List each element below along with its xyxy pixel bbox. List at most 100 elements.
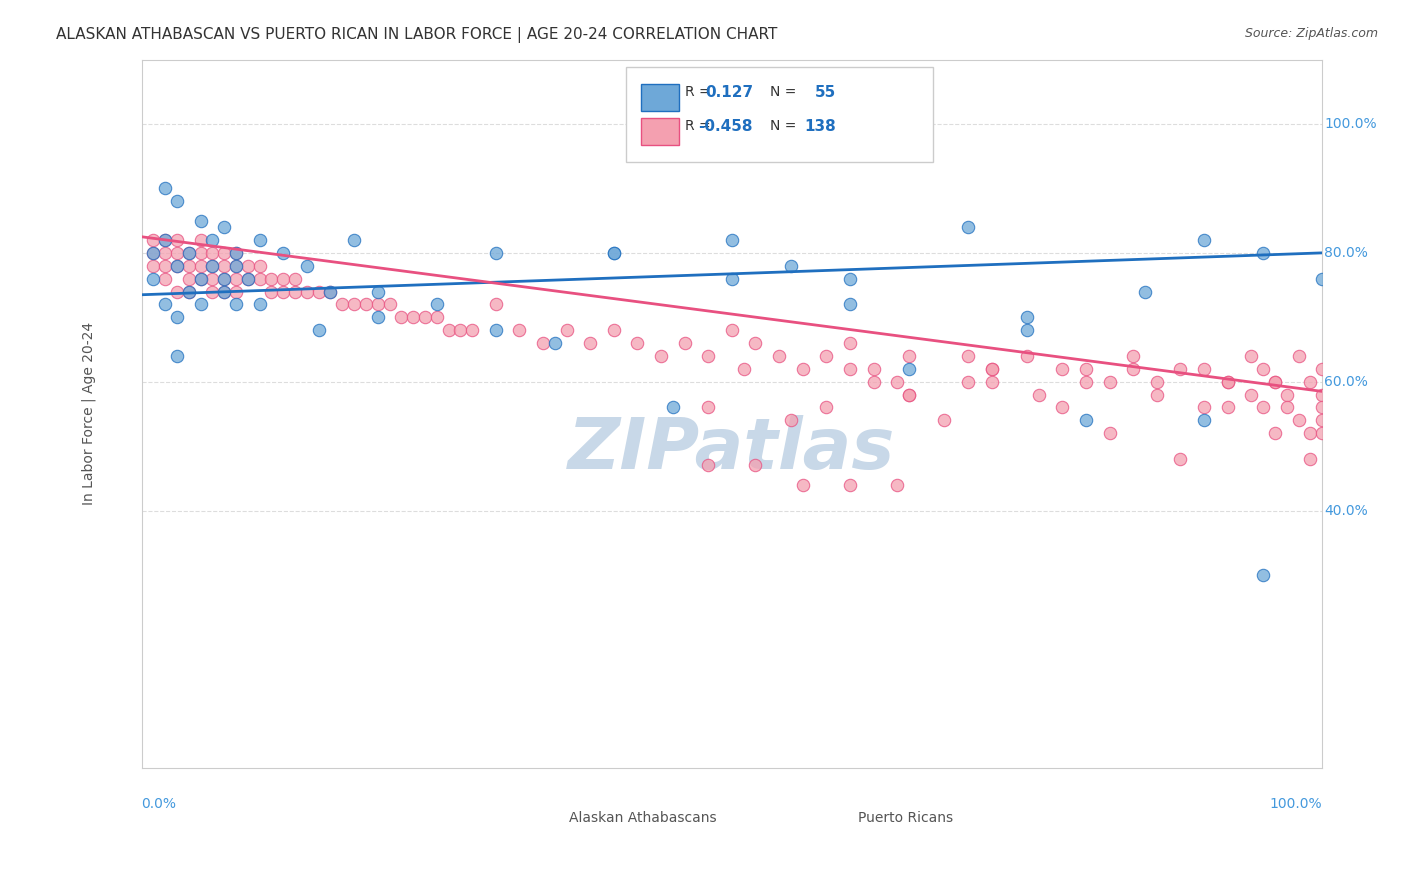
Point: [815, 401, 838, 415]
Point: [1133, 285, 1156, 299]
Point: [485, 297, 508, 311]
Point: [201, 271, 224, 285]
Point: [662, 401, 685, 415]
Point: [142, 271, 165, 285]
Point: [190, 245, 212, 260]
Point: [201, 285, 224, 299]
Point: [212, 271, 235, 285]
Point: [485, 323, 508, 337]
Point: [166, 233, 188, 247]
Point: [508, 323, 530, 337]
Point: [1275, 387, 1298, 401]
Point: [1264, 375, 1286, 389]
Point: [1310, 271, 1333, 285]
Point: [1098, 375, 1121, 389]
Point: [142, 259, 165, 273]
Point: [449, 323, 471, 337]
FancyBboxPatch shape: [527, 802, 565, 824]
Point: [249, 297, 271, 311]
Point: [1264, 426, 1286, 441]
Point: [721, 271, 744, 285]
FancyBboxPatch shape: [817, 802, 855, 824]
Point: [1310, 413, 1333, 427]
Point: [201, 259, 224, 273]
Point: [838, 361, 860, 376]
Point: [190, 233, 212, 247]
Point: [190, 271, 212, 285]
Point: [354, 297, 377, 311]
Point: [485, 245, 508, 260]
Point: [225, 245, 247, 260]
Point: [780, 413, 803, 427]
Point: [1240, 349, 1263, 363]
Point: [744, 336, 766, 351]
Point: [1299, 426, 1322, 441]
Point: [190, 271, 212, 285]
Point: [733, 361, 755, 376]
Point: [721, 233, 744, 247]
Point: [603, 245, 626, 260]
Point: [308, 323, 330, 337]
Point: [153, 181, 176, 195]
Point: [838, 297, 860, 311]
Text: 0.0%: 0.0%: [142, 797, 177, 811]
Point: [1288, 349, 1310, 363]
Point: [343, 233, 366, 247]
Point: [153, 233, 176, 247]
Point: [838, 477, 860, 491]
Point: [212, 245, 235, 260]
Point: [284, 271, 307, 285]
Point: [897, 349, 920, 363]
Point: [1299, 452, 1322, 467]
Text: R =: R =: [685, 120, 710, 133]
Point: [886, 375, 908, 389]
Point: [201, 233, 224, 247]
Point: [1052, 361, 1074, 376]
Point: [544, 336, 567, 351]
Point: [721, 323, 744, 337]
Point: [1170, 361, 1192, 376]
Point: [284, 285, 307, 299]
Text: -0.458: -0.458: [699, 119, 754, 134]
Point: [166, 285, 188, 299]
Point: [650, 349, 672, 363]
Point: [1015, 349, 1038, 363]
Point: [862, 375, 884, 389]
Point: [1275, 401, 1298, 415]
Point: [190, 259, 212, 273]
Text: 60.0%: 60.0%: [1324, 375, 1368, 389]
Point: [555, 323, 578, 337]
Point: [295, 285, 318, 299]
Point: [201, 259, 224, 273]
Point: [1074, 361, 1097, 376]
Point: [1251, 245, 1274, 260]
Text: 55: 55: [814, 85, 835, 100]
Point: [626, 336, 648, 351]
Point: [934, 413, 956, 427]
Text: R =: R =: [685, 86, 710, 99]
Point: [1074, 375, 1097, 389]
Point: [1264, 375, 1286, 389]
Point: [1251, 401, 1274, 415]
Point: [1122, 349, 1144, 363]
Point: [1251, 568, 1274, 582]
Point: [225, 271, 247, 285]
Point: [212, 285, 235, 299]
Point: [177, 271, 200, 285]
Point: [780, 259, 803, 273]
Point: [426, 310, 449, 325]
Point: [166, 259, 188, 273]
Point: [166, 349, 188, 363]
Point: [531, 336, 554, 351]
Text: 0.127: 0.127: [704, 85, 754, 100]
Point: [838, 271, 860, 285]
Point: [1216, 401, 1239, 415]
Point: [142, 245, 165, 260]
Point: [166, 245, 188, 260]
Point: [153, 233, 176, 247]
Point: [402, 310, 425, 325]
Point: [956, 349, 979, 363]
Point: [862, 361, 884, 376]
Point: [236, 271, 259, 285]
Point: [190, 297, 212, 311]
